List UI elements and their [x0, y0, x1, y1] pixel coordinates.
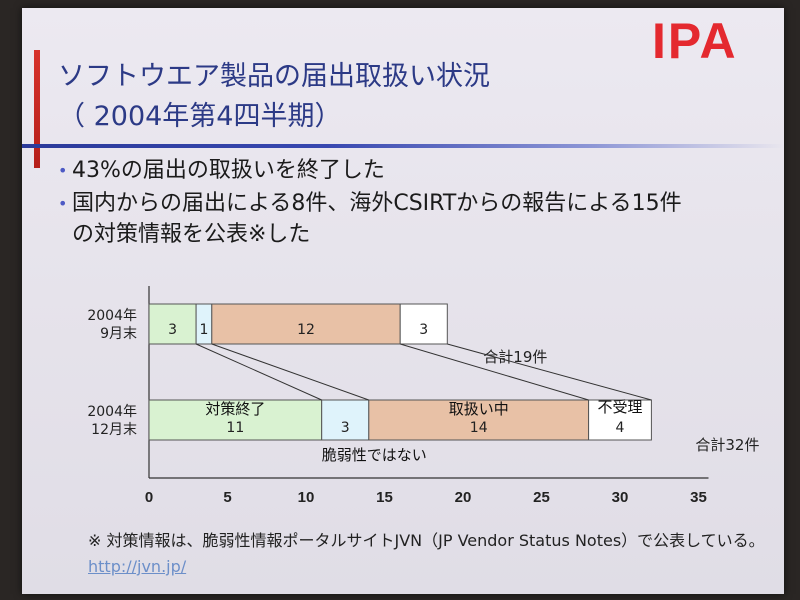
ipa-logo: IPA [652, 13, 738, 69]
bar-value-label: 3 [341, 420, 350, 436]
connector-line [211, 343, 369, 401]
series-label: 不受理 [597, 398, 642, 416]
title-divider [22, 144, 784, 148]
bar-value-label: 4 [616, 420, 625, 436]
slide-subtitle: （ 2004年第4四半期） [58, 101, 342, 132]
bar-segment [588, 399, 652, 441]
bullet-dot-icon: • [58, 161, 68, 180]
bar-segment [368, 399, 590, 441]
accent-bar [34, 50, 40, 168]
jvn-link[interactable]: http://jvn.jp/ [88, 557, 187, 576]
presentation-slide: IPA ソフトウエア製品の届出取扱い状況 （ 2004年第4四半期） • 43%… [22, 8, 784, 594]
connector-line [447, 343, 652, 401]
category-label: 12月末 [91, 422, 137, 438]
connector-line [195, 343, 322, 401]
x-tick-label: 0 [145, 489, 153, 506]
total-label: 合計32件 [695, 436, 759, 454]
bullet-dot-icon: • [58, 194, 68, 213]
total-label: 合計19件 [483, 348, 547, 366]
x-tick-label: 35 [690, 489, 707, 506]
bar-segment [399, 303, 448, 345]
footnote: ※ 対策情報は、脆弱性情報ポータルサイトJVN（JP Vendor Status… [88, 528, 768, 580]
series-label: 脆弱性ではない [322, 446, 427, 464]
slide-title: ソフトウエア製品の届出取扱い状況 [58, 61, 490, 92]
category-label: 9月末 [100, 326, 137, 342]
bar-value-label: 14 [470, 420, 488, 436]
x-tick-label: 30 [612, 489, 629, 506]
bullet-text: 43%の届出の取扱いを終了した [72, 158, 385, 183]
series-label: 対策終了 [205, 400, 265, 418]
bullet-text: 国内からの届出による8件、海外CSIRTからの報告による15件の対策情報を公表※… [72, 191, 682, 247]
bar-value-label: 11 [226, 420, 244, 436]
bar-value-label: 1 [199, 322, 208, 338]
bar-value-label: 3 [419, 322, 428, 338]
x-tick-label: 10 [298, 489, 315, 506]
bar-segment [211, 303, 401, 345]
x-tick-label: 15 [376, 489, 393, 506]
x-tick-label: 5 [223, 489, 231, 506]
bar-value-label: 12 [297, 322, 315, 338]
bar-segment [148, 399, 323, 441]
bullet-item: • 国内からの届出による8件、海外CSIRTからの報告による15件の対策情報を公… [58, 188, 692, 250]
series-label: 取扱い中 [449, 400, 509, 418]
category-label: 2004年 [87, 308, 137, 324]
bullet-item: • 43%の届出の取扱いを終了した [58, 155, 385, 186]
x-tick-label: 20 [455, 489, 472, 506]
footnote-text: ※ 対策情報は、脆弱性情報ポータルサイトJVN（JP Vendor Status… [88, 531, 765, 550]
connector-line [400, 343, 589, 401]
category-label: 2004年 [87, 404, 137, 420]
bar-value-label: 3 [168, 322, 177, 338]
x-tick-label: 25 [533, 489, 550, 506]
